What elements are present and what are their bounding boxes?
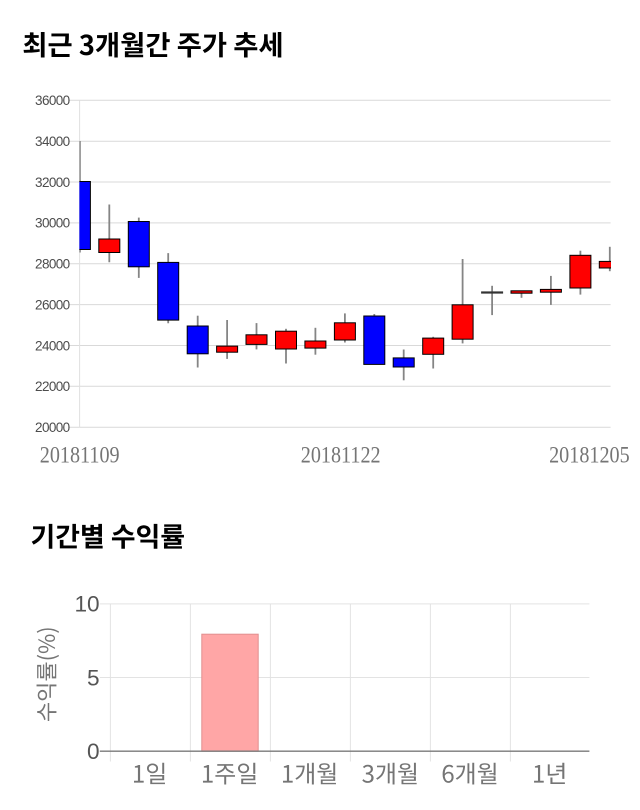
svg-text:20000: 20000	[35, 420, 70, 435]
svg-text:0: 0	[87, 739, 100, 764]
svg-text:34000: 34000	[35, 134, 70, 149]
svg-text:30000: 30000	[35, 216, 70, 231]
svg-text:24000: 24000	[35, 338, 70, 353]
svg-text:28000: 28000	[35, 257, 70, 272]
svg-text:20181109: 20181109	[40, 442, 120, 468]
svg-text:20181205: 20181205	[549, 442, 630, 468]
svg-text:20181122: 20181122	[301, 442, 381, 468]
svg-text:10: 10	[74, 592, 99, 617]
svg-text:5: 5	[87, 665, 100, 690]
svg-text:32000: 32000	[35, 175, 70, 190]
svg-text:22000: 22000	[35, 379, 70, 394]
svg-text:36000: 36000	[35, 93, 70, 108]
svg-text:26000: 26000	[35, 297, 70, 312]
